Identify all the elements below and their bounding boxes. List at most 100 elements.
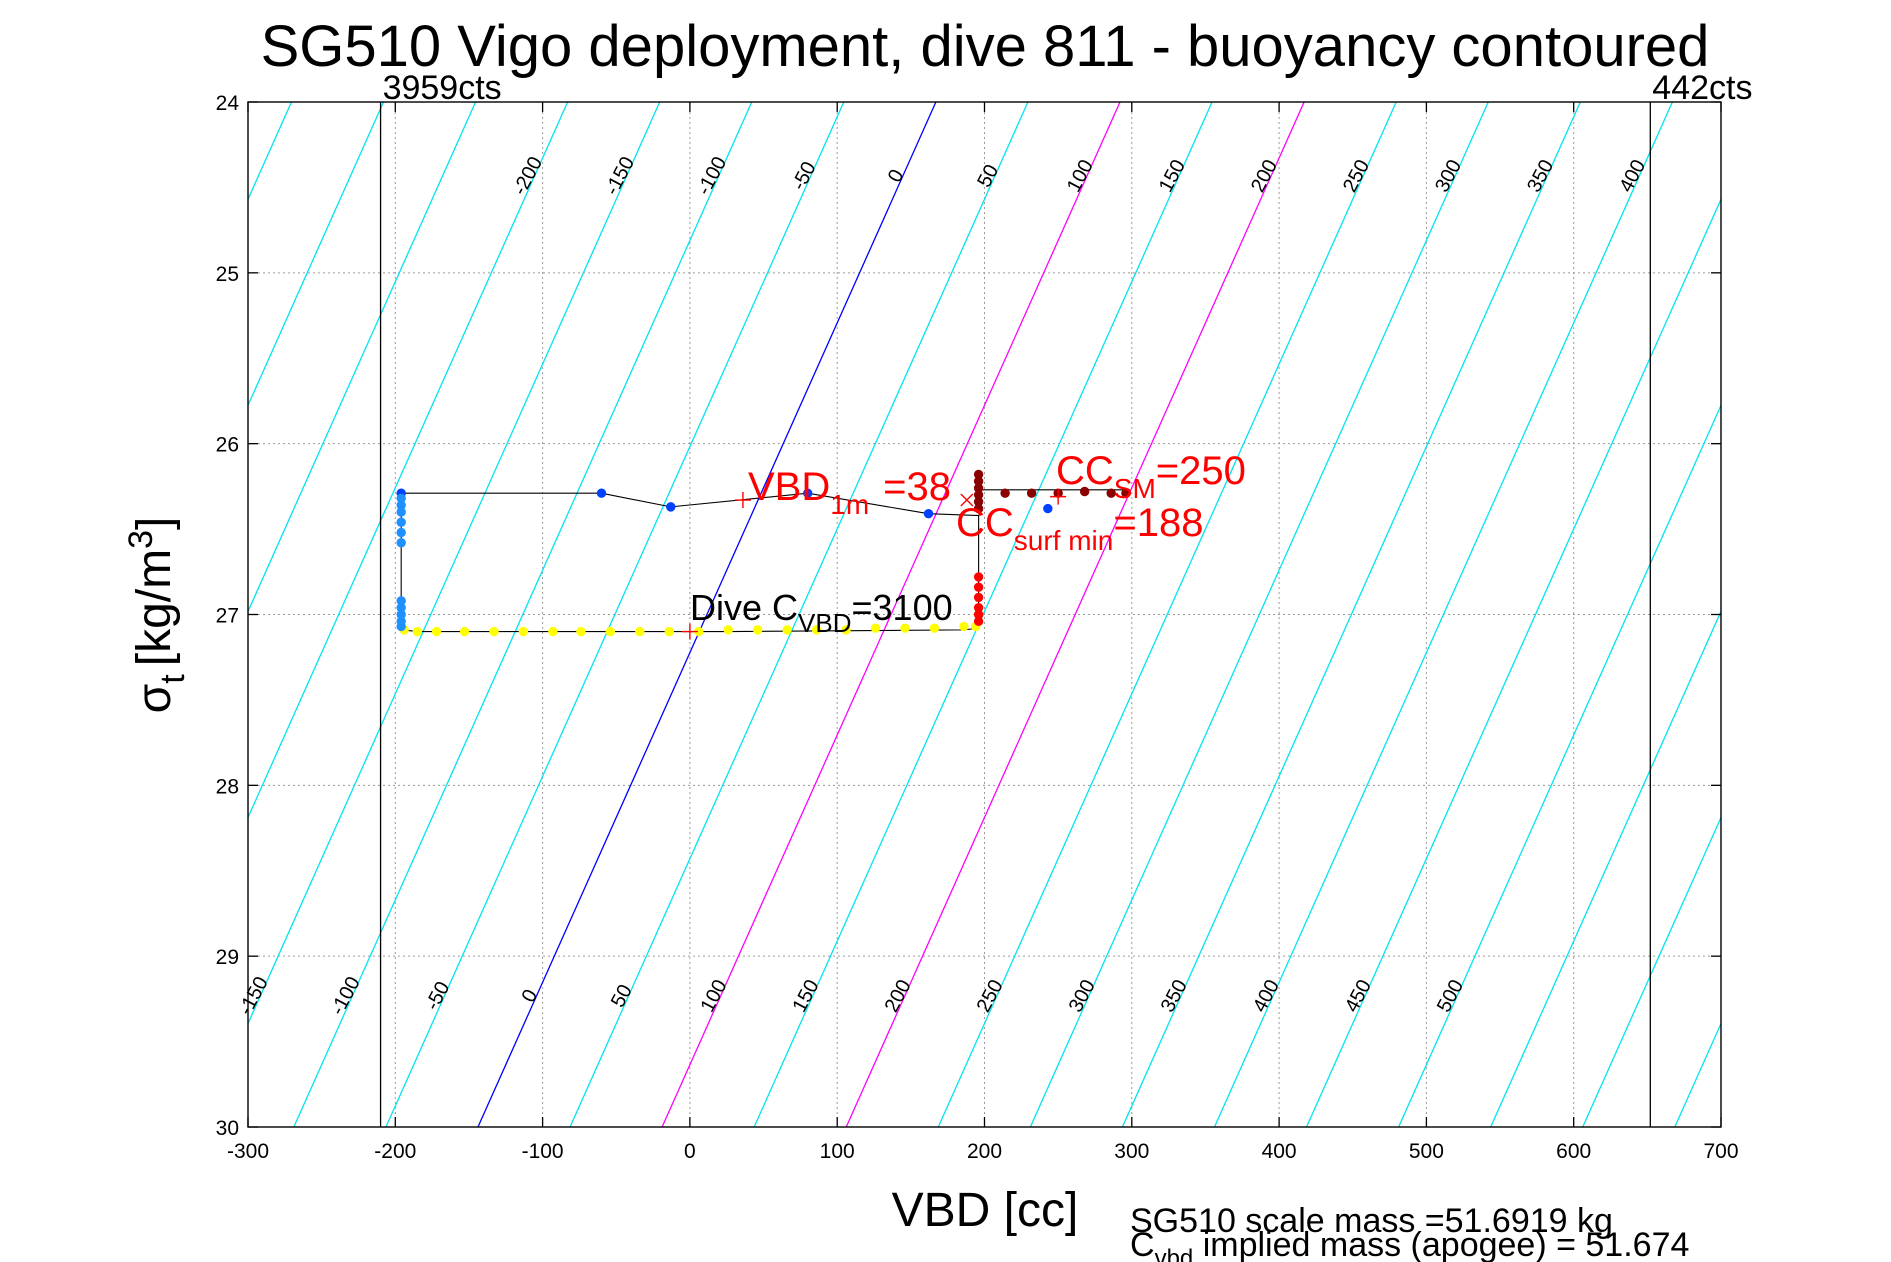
contour-line xyxy=(1029,102,1489,1127)
x-tick-label: 600 xyxy=(1556,1140,1591,1163)
x-tick-label: 700 xyxy=(1703,1140,1738,1163)
y-axis-label-sub: t xyxy=(154,674,192,684)
buoyancy-contours xyxy=(248,102,1721,1127)
descent-start-point xyxy=(396,517,406,527)
chart-title: SG510 Vigo deployment, dive 811 - buoyan… xyxy=(261,14,1710,79)
y-axis-label-sup: 3 xyxy=(122,530,160,549)
dive-cvbd-base: Dive C xyxy=(690,587,798,628)
contour-line xyxy=(661,102,1121,1127)
descent-point xyxy=(841,625,851,635)
cc-surf-annotation: CCsurf min=188 xyxy=(956,501,1203,556)
y-axis-label-sigma: σ xyxy=(128,684,181,714)
dive-cvbd-value: =3100 xyxy=(852,587,953,628)
ascent-point xyxy=(803,488,813,498)
y-tick-label: 30 xyxy=(216,1117,239,1140)
cc-surf-value: =188 xyxy=(1113,501,1203,545)
contour-line xyxy=(1305,197,1721,1127)
vbd-1m-base: VBD xyxy=(748,465,830,509)
contour-line xyxy=(293,102,753,1127)
cc-sm-value: =250 xyxy=(1156,449,1246,493)
x-tick-label: -200 xyxy=(374,1140,416,1163)
descent-point xyxy=(870,623,881,633)
descent-point xyxy=(489,626,499,637)
contour-line xyxy=(248,102,385,407)
x-tick-label: 200 xyxy=(967,1140,1002,1163)
vbd-1m-value: =38 xyxy=(883,465,951,509)
vbd-limit-label: 3959cts xyxy=(383,69,502,107)
descent-point xyxy=(431,626,442,637)
descent-point xyxy=(811,625,822,635)
descent-point xyxy=(782,625,792,635)
x-tick-label: 400 xyxy=(1262,1140,1297,1163)
descent-point xyxy=(518,626,529,637)
cc-sm-base: CC xyxy=(1056,449,1114,493)
implied-mass-rest: implied mass (apogee) = 51.674 xyxy=(1193,1226,1689,1262)
x-axis-label: VBD [cc] xyxy=(892,1184,1079,1237)
descent-point xyxy=(752,625,763,635)
surface-point xyxy=(1079,486,1090,497)
implied-mass-sub: vbd xyxy=(1155,1245,1194,1262)
y-tick-label: 27 xyxy=(216,605,239,628)
descent-point xyxy=(664,626,674,637)
contour-line xyxy=(1213,102,1673,1127)
cc-sm-sub: SM xyxy=(1114,473,1156,504)
descent-start-point xyxy=(396,507,406,517)
y-tick-label: 29 xyxy=(216,946,239,969)
surface-point xyxy=(1026,488,1037,498)
apogee-point xyxy=(973,616,984,627)
contour-line xyxy=(1121,102,1581,1127)
descent-start-point xyxy=(396,527,406,538)
contour-line xyxy=(937,102,1397,1127)
plus-marker xyxy=(681,623,698,640)
descent-start-point xyxy=(396,621,406,632)
y-tick-label: 25 xyxy=(216,263,239,286)
y-tick-label: 26 xyxy=(216,434,239,457)
contour-line xyxy=(845,102,1305,1127)
dive-cvbd-sub: VBD xyxy=(798,608,851,638)
contour-line xyxy=(248,102,661,1026)
x-tick-label: 100 xyxy=(820,1140,855,1163)
contour-line xyxy=(385,102,845,1127)
ascent-point xyxy=(596,488,607,498)
x-tick-label: -100 xyxy=(522,1140,564,1163)
surface-point xyxy=(1121,488,1131,498)
x-tick-label: -300 xyxy=(227,1140,269,1163)
vbd-1m-sub: 1m xyxy=(830,489,869,520)
contour-line xyxy=(248,102,477,613)
contour-line xyxy=(477,102,937,1127)
ascent-point xyxy=(666,502,676,512)
surface-point xyxy=(1106,488,1116,498)
ascent-point xyxy=(1043,503,1053,514)
descent-point xyxy=(929,623,940,633)
dive-points xyxy=(396,469,1131,637)
x-tick-label: 0 xyxy=(684,1140,696,1163)
dive-cvbd-annotation: Dive CVBD=3100 xyxy=(690,587,953,638)
descent-point xyxy=(548,626,558,637)
cc-surf-sub: surf min xyxy=(1014,525,1114,556)
y-tick-label: 24 xyxy=(216,92,240,115)
scale-mass-note: SG510 scale mass =51.6919 kg xyxy=(1130,1202,1613,1240)
axis-ticks: -300 -200 -100 0 100 200 300 400 500 600 700 24 25 26… xyxy=(216,92,1739,1163)
contour-line xyxy=(569,102,1029,1127)
implied-mass-c: C xyxy=(1130,1226,1155,1262)
implied-mass-note: Cvbd implied mass (apogee) = 51.674 xyxy=(1130,1226,1689,1262)
cross-marker xyxy=(960,493,974,507)
descent-point xyxy=(723,625,733,635)
vbd-limit-lines: 3959cts 442cts xyxy=(379,69,1752,1127)
vbd-limit-label: 442cts xyxy=(1652,69,1752,107)
descent-point xyxy=(959,621,969,632)
cc-surf-base: CC xyxy=(956,501,1014,545)
descent-start-point xyxy=(396,538,406,548)
x-tick-label: 300 xyxy=(1114,1140,1149,1163)
ascent-point xyxy=(923,509,934,519)
plus-marker xyxy=(1050,488,1067,505)
y-tick-label: 28 xyxy=(216,775,239,798)
apogee-point xyxy=(973,582,984,592)
apogee-point xyxy=(973,572,984,582)
descent-point xyxy=(576,626,586,637)
contour-line xyxy=(1397,403,1721,1127)
contour-line xyxy=(248,102,569,820)
surface-point xyxy=(973,503,984,514)
dive-markers xyxy=(681,488,1067,640)
vbd-1m-annotation: VBD1m =38 xyxy=(748,465,951,520)
